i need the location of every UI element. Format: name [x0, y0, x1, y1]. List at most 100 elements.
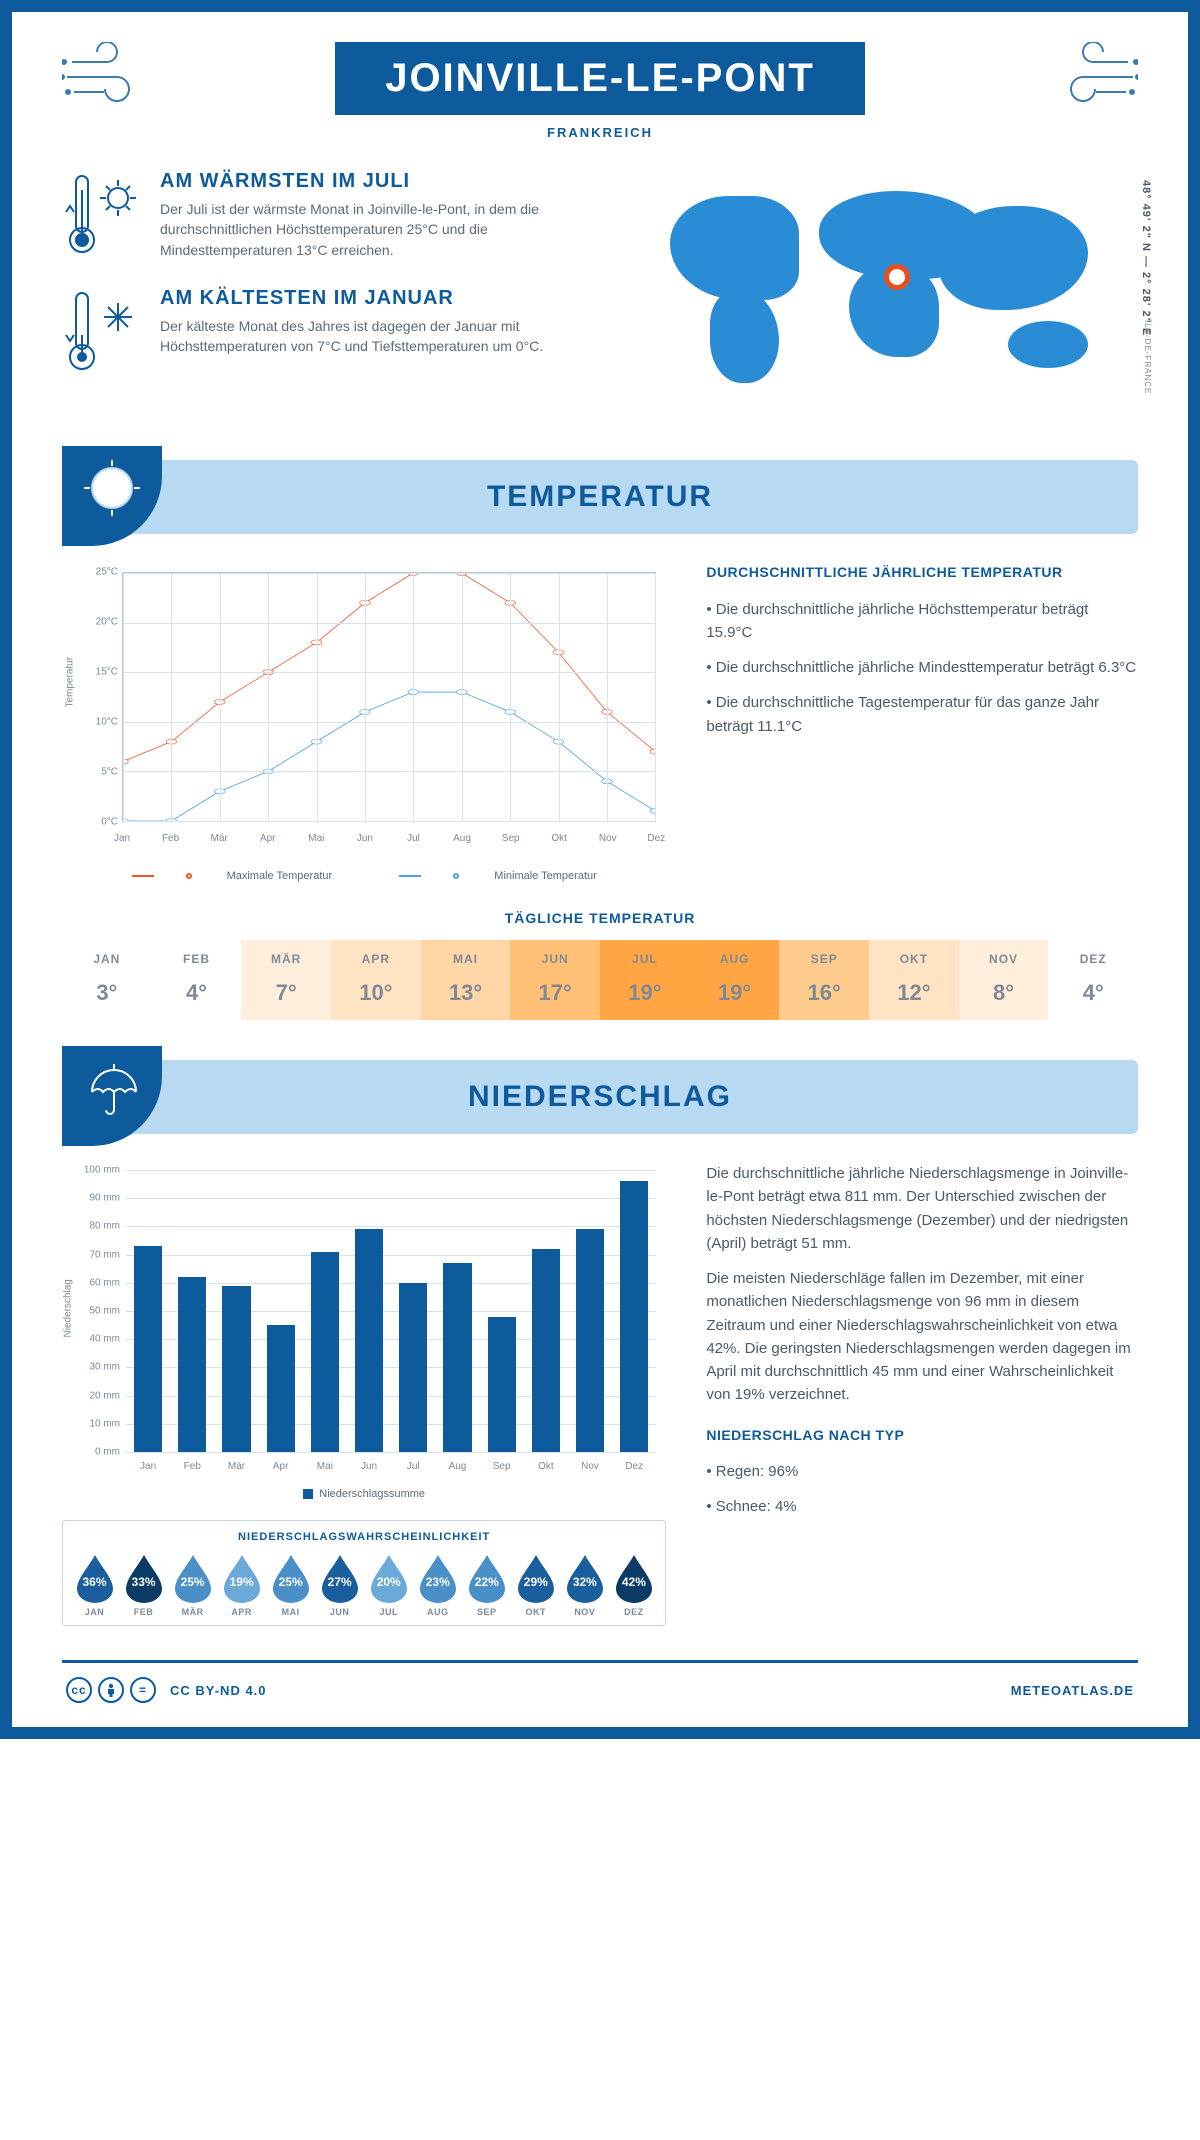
precip-row: Niederschlag Niederschlagssumme 0 mm10 m… [62, 1162, 1138, 1626]
precip-type-bullet: • Schnee: 4% [706, 1495, 1138, 1518]
bar [178, 1277, 206, 1452]
xtick: Sep [493, 1461, 511, 1472]
by-icon [98, 1677, 124, 1703]
heat-value: 19° [690, 980, 780, 1006]
drop-month: SEP [463, 1607, 510, 1617]
bar [488, 1317, 516, 1452]
temp-legend: Maximale Temperatur Minimale Temperatur [62, 870, 666, 882]
precip-side: Die durchschnittliche jährliche Niedersc… [706, 1162, 1138, 1626]
heat-value: 7° [241, 980, 331, 1006]
daily-title: TÄGLICHE TEMPERATUR [62, 910, 1138, 926]
inner: JOINVILLE-LE-PONT FRANKREICH AM WÄRMSTEN… [12, 12, 1188, 1727]
xtick: Mai [308, 833, 324, 844]
drop-cell: 42%DEZ [610, 1553, 657, 1617]
coldest-body: Der kälteste Monat des Jahres ist dagege… [160, 316, 610, 357]
precip-ylabel: Niederschlag [63, 1279, 74, 1337]
xtick: Dez [647, 833, 665, 844]
precip-type-bullet: • Regen: 96% [706, 1460, 1138, 1483]
temp-side: DURCHSCHNITTLICHE JÄHRLICHE TEMPERATUR •… [706, 562, 1138, 882]
xtick: Jan [114, 833, 130, 844]
drop-month: JUL [365, 1607, 412, 1617]
bar [134, 1246, 162, 1452]
xtick: Dez [625, 1461, 643, 1472]
precip-para1: Die durchschnittliche jährliche Niedersc… [706, 1162, 1138, 1255]
heat-cell: NOV8° [959, 940, 1049, 1020]
ytick: 70 mm [80, 1249, 120, 1260]
precip-type-title: NIEDERSCHLAG NACH TYP [706, 1425, 1138, 1447]
heat-month: APR [331, 952, 421, 966]
drop-cell: 33% FEB [120, 1553, 167, 1617]
raindrop-icon: 20% [369, 1553, 409, 1603]
raindrop-icon: 19% [222, 1553, 262, 1603]
ytick: 40 mm [80, 1334, 120, 1345]
xtick: Okt [538, 1461, 554, 1472]
ytick: 5°C [86, 767, 118, 778]
drop-cell: 19%APR [218, 1553, 265, 1617]
drop-pct: 25% [173, 1575, 213, 1589]
heat-month: JUL [600, 952, 690, 966]
heat-value: 17° [510, 980, 600, 1006]
drop-month: MÄR [169, 1607, 216, 1617]
bar [576, 1229, 604, 1452]
wind-icon [62, 42, 152, 126]
temp-ylabel: Temperatur [65, 657, 76, 708]
umbrella-icon [62, 1046, 162, 1146]
site-label: METEOATLAS.DE [1011, 1683, 1134, 1698]
xtick: Aug [449, 1461, 467, 1472]
bar [620, 1181, 648, 1452]
xtick: Feb [184, 1461, 201, 1472]
drop-pct: 23% [418, 1575, 458, 1589]
warmest-block: AM WÄRMSTEN IM JULI Der Juli ist der wär… [62, 170, 610, 265]
drop-pct: 32% [565, 1575, 605, 1589]
temp-side-title: DURCHSCHNITTLICHE JÄHRLICHE TEMPERATUR [706, 562, 1138, 584]
xtick: Mai [317, 1461, 333, 1472]
xtick: Jul [407, 1461, 420, 1472]
drop-pct: 33% [124, 1575, 164, 1589]
heat-month: FEB [152, 952, 242, 966]
bar [222, 1286, 250, 1452]
xtick: Aug [453, 833, 471, 844]
wind-icon [1048, 42, 1138, 126]
heat-cell: APR10° [331, 940, 421, 1020]
country-label: FRANKREICH [62, 125, 1138, 140]
xtick: Mär [228, 1461, 245, 1472]
heat-month: DEZ [1048, 952, 1138, 966]
ytick: 20°C [86, 617, 118, 628]
drop-cell: 36%JAN [71, 1553, 118, 1617]
temp-bullet: • Die durchschnittliche jährliche Mindes… [706, 656, 1138, 679]
xtick: Apr [260, 833, 276, 844]
license-label: CC BY-ND 4.0 [170, 1683, 267, 1698]
xtick: Feb [162, 833, 179, 844]
temp-row: Temperatur Maximale Temperatur Minimale … [62, 562, 1138, 882]
header: JOINVILLE-LE-PONT FRANKREICH [62, 42, 1138, 140]
heat-value: 12° [869, 980, 959, 1006]
bar [355, 1229, 383, 1452]
raindrop-icon: 25% [271, 1553, 311, 1603]
drop-cell: 25%MAI [267, 1553, 314, 1617]
drop-cell: 23%AUG [414, 1553, 461, 1617]
drop-cell: 32%NOV [561, 1553, 608, 1617]
drop-pct: 25% [271, 1575, 311, 1589]
ytick: 90 mm [80, 1193, 120, 1204]
drop-pct: 22% [467, 1575, 507, 1589]
xtick: Mär [211, 833, 228, 844]
heat-cell: MAI13° [421, 940, 511, 1020]
drop-cell: 25% MÄR [169, 1553, 216, 1617]
ytick: 10 mm [80, 1418, 120, 1429]
heat-cell: JUL19° [600, 940, 690, 1020]
legend-min: Minimale Temperatur [494, 870, 597, 882]
heat-value: 8° [959, 980, 1049, 1006]
ytick: 25°C [86, 567, 118, 578]
section-title: NIEDERSCHLAG [82, 1080, 1118, 1114]
drop-month: FEB [120, 1607, 167, 1617]
xtick: Jun [357, 833, 373, 844]
heat-month: MAI [421, 952, 511, 966]
heat-cell: OKT12° [869, 940, 959, 1020]
ytick: 100 mm [80, 1165, 120, 1176]
drop-cell: 27%JUN [316, 1553, 363, 1617]
raindrop-icon: 27% [320, 1553, 360, 1603]
bar [532, 1249, 560, 1452]
cc-icon: cc [66, 1677, 92, 1703]
heat-cell: MÄR7° [241, 940, 331, 1020]
precip-legend: Niederschlagssumme [62, 1488, 666, 1500]
